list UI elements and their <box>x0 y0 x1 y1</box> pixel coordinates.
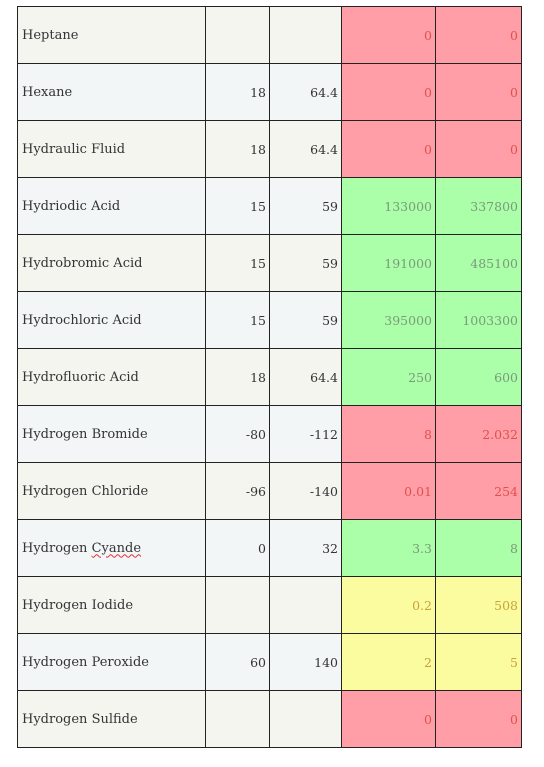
value-2: 485100 <box>435 234 522 292</box>
temp-c: -80 <box>205 405 270 463</box>
temp-c: 15 <box>205 291 270 349</box>
value-2: 508 <box>435 576 522 634</box>
chemical-name: Hydrogen Iodide <box>17 576 206 634</box>
chemical-name: Hydrogen Cyande <box>17 519 206 577</box>
temp-f: 59 <box>269 291 342 349</box>
temp-f: 140 <box>269 633 342 691</box>
value-1: 2 <box>341 633 436 691</box>
temp-c <box>205 690 270 748</box>
table-row: Hydrogen Cyande 0 32 3.3 8 <box>17 519 522 577</box>
temp-f <box>269 6 342 64</box>
chemical-name: Hydrogen Bromide <box>17 405 206 463</box>
temp-f: 64.4 <box>269 120 342 178</box>
temp-c <box>205 576 270 634</box>
temp-f: 64.4 <box>269 348 342 406</box>
temp-f <box>269 576 342 634</box>
table-row: Hydrogen Sulfide 0 0 <box>17 690 522 748</box>
table-row: Hydrogen Chloride -96 -140 0.01 254 <box>17 462 522 520</box>
temp-f: 32 <box>269 519 342 577</box>
temp-c: 60 <box>205 633 270 691</box>
value-1: 3.3 <box>341 519 436 577</box>
temp-f: 59 <box>269 177 342 235</box>
value-1: 133000 <box>341 177 436 235</box>
misspelled-word: Cyande <box>91 540 142 556</box>
value-1: 0.01 <box>341 462 436 520</box>
value-1: 0 <box>341 63 436 121</box>
value-2: 1003300 <box>435 291 522 349</box>
chemical-name: Hydrochloric Acid <box>17 291 206 349</box>
value-1: 0 <box>341 120 436 178</box>
value-1: 0 <box>341 6 436 64</box>
chemical-name: Hydriodic Acid <box>17 177 206 235</box>
temp-c: 15 <box>205 177 270 235</box>
temp-c: 15 <box>205 234 270 292</box>
table-row: Hydrofluoric Acid 18 64.4 250 600 <box>17 348 522 406</box>
temp-c: 0 <box>205 519 270 577</box>
value-1: 191000 <box>341 234 436 292</box>
table-row: Hydrobromic Acid 15 59 191000 485100 <box>17 234 522 292</box>
value-2: 0 <box>435 690 522 748</box>
chemical-name: Hydrofluoric Acid <box>17 348 206 406</box>
table-row: Heptane 0 0 <box>17 6 522 64</box>
value-1: 250 <box>341 348 436 406</box>
temp-f: -140 <box>269 462 342 520</box>
temp-f <box>269 690 342 748</box>
value-2: 2.032 <box>435 405 522 463</box>
table-row: Hydraulic Fluid 18 64.4 0 0 <box>17 120 522 178</box>
table-row: Hydrogen Peroxide 60 140 2 5 <box>17 633 522 691</box>
value-2: 0 <box>435 120 522 178</box>
value-2: 600 <box>435 348 522 406</box>
value-1: 395000 <box>341 291 436 349</box>
chemical-name: Hydrogen Peroxide <box>17 633 206 691</box>
value-2: 0 <box>435 63 522 121</box>
temp-f: 59 <box>269 234 342 292</box>
temp-c: 18 <box>205 120 270 178</box>
chemical-name: Hydrogen Chloride <box>17 462 206 520</box>
table-row: Hydrogen Iodide 0.2 508 <box>17 576 522 634</box>
value-1: 8 <box>341 405 436 463</box>
value-2: 8 <box>435 519 522 577</box>
temp-c: 18 <box>205 63 270 121</box>
value-2: 254 <box>435 462 522 520</box>
value-2: 5 <box>435 633 522 691</box>
temp-c: -96 <box>205 462 270 520</box>
temp-c: 18 <box>205 348 270 406</box>
chemical-name: Hydrogen Sulfide <box>17 690 206 748</box>
table-row: Hydrogen Bromide -80 -112 8 2.032 <box>17 405 522 463</box>
table-row: Hexane 18 64.4 0 0 <box>17 63 522 121</box>
table-row: Hydrochloric Acid 15 59 395000 1003300 <box>17 291 522 349</box>
chemical-name: Hydrobromic Acid <box>17 234 206 292</box>
chemical-name: Hydraulic Fluid <box>17 120 206 178</box>
value-2: 337800 <box>435 177 522 235</box>
chemical-compatibility-table: Heptane 0 0 Hexane 18 64.4 0 0 Hydraulic… <box>17 6 522 748</box>
chemical-name-part: Hydrogen <box>22 540 92 556</box>
value-2: 0 <box>435 6 522 64</box>
value-1: 0 <box>341 690 436 748</box>
value-1: 0.2 <box>341 576 436 634</box>
chemical-name: Hexane <box>17 63 206 121</box>
chemical-name: Heptane <box>17 6 206 64</box>
temp-f: 64.4 <box>269 63 342 121</box>
temp-c <box>205 6 270 64</box>
table-row: Hydriodic Acid 15 59 133000 337800 <box>17 177 522 235</box>
temp-f: -112 <box>269 405 342 463</box>
